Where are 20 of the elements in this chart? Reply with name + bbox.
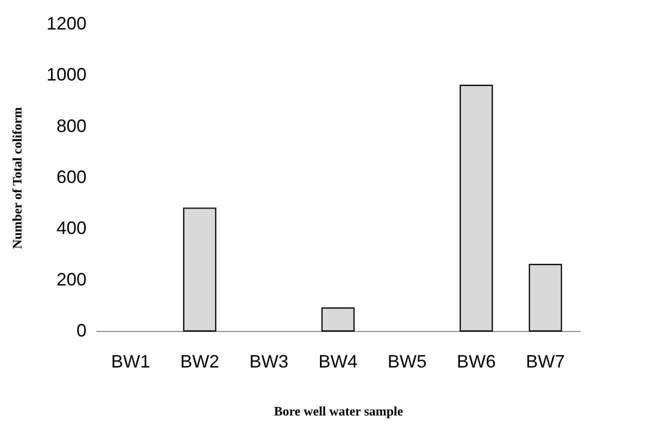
bar bbox=[528, 264, 562, 332]
bar bbox=[460, 84, 493, 332]
x-axis-title: Bore well water sample bbox=[274, 404, 404, 418]
x-tick-label: BW5 bbox=[388, 352, 427, 372]
x-tick-label: BW2 bbox=[180, 352, 220, 372]
x-tick-label: BW1 bbox=[111, 352, 150, 372]
bar bbox=[183, 208, 216, 332]
y-axis-title: Number of Total coliform bbox=[9, 107, 24, 249]
bar bbox=[321, 307, 355, 332]
y-tick-label: 600 bbox=[56, 167, 86, 187]
x-tick-label: BW6 bbox=[456, 352, 496, 372]
y-tick-label: 1000 bbox=[46, 64, 86, 85]
y-tick-label: 200 bbox=[56, 269, 86, 290]
x-tick-label: BW4 bbox=[318, 352, 358, 372]
y-tick-label: 400 bbox=[56, 218, 86, 238]
y-tick-label: 1200 bbox=[46, 14, 86, 34]
x-tick-label: BW3 bbox=[249, 352, 288, 372]
x-tick-label: BW7 bbox=[526, 352, 565, 372]
y-tick-label: 0 bbox=[76, 320, 86, 340]
y-tick-label: 800 bbox=[56, 116, 86, 136]
